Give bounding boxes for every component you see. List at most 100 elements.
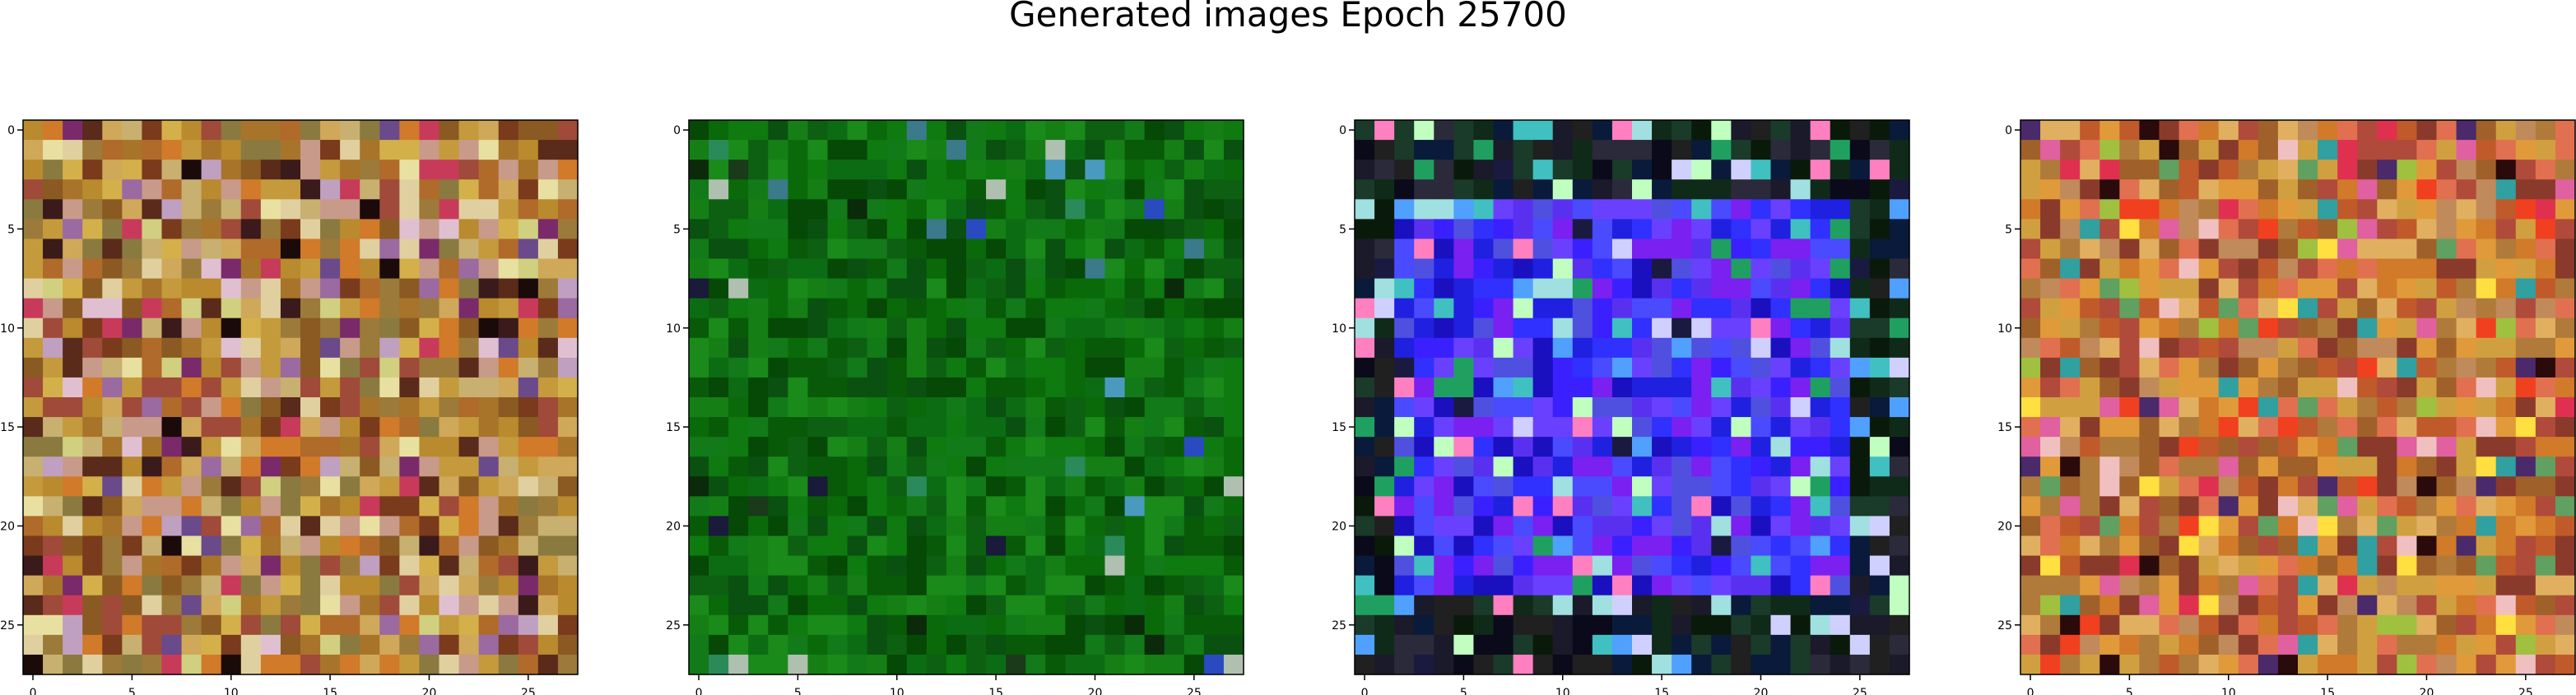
pixel-cell (1203, 199, 1225, 220)
pixel-cell (1203, 595, 1225, 616)
pixel-cell (2555, 377, 2576, 398)
pixel-cell (1849, 654, 1871, 675)
pixel-cell (2218, 317, 2239, 339)
pixel-cell (2337, 634, 2358, 656)
pixel-cell (2277, 496, 2299, 517)
pixel-cell (1532, 555, 1554, 577)
pixel-cell (2277, 535, 2299, 557)
pixel-cell (537, 476, 559, 497)
pixel-cell (1790, 258, 1811, 280)
pixel-cell (181, 179, 202, 200)
pixel-cell (399, 337, 421, 359)
pixel-cell (2277, 575, 2299, 596)
pixel-cell (1473, 219, 1495, 240)
pixel-cell (2099, 634, 2120, 656)
pixel-cell (2119, 337, 2141, 359)
pixel-cell (2495, 555, 2517, 577)
image-pixels (2020, 120, 2576, 675)
pixel-cell (1414, 575, 1434, 596)
pixel-cell (1374, 199, 1395, 220)
pixel-cell (2298, 476, 2318, 497)
pixel-cell (260, 219, 281, 240)
pixel-cell (63, 535, 83, 557)
pixel-cell (966, 417, 987, 438)
pixel-cell (926, 476, 947, 497)
pixel-cell (709, 140, 729, 160)
pixel-cell (260, 278, 281, 299)
pixel-cell (2397, 634, 2418, 656)
pixel-cell (1434, 456, 1454, 477)
pixel-cell (2060, 298, 2081, 319)
pixel-cell (946, 357, 967, 378)
pixel-cell (2040, 357, 2061, 378)
pixel-cell (2318, 397, 2338, 418)
pixel-cell (986, 555, 1007, 577)
pixel-cell (748, 575, 769, 596)
pixel-cell (557, 199, 579, 220)
pixel-cell (2020, 160, 2041, 180)
pixel-cell (379, 496, 400, 517)
pixel-cell (1711, 417, 1732, 438)
pixel-cell (1711, 437, 1732, 457)
pixel-cell (23, 317, 44, 339)
pixel-cell (1025, 120, 1046, 141)
pixel-cell (1672, 456, 1692, 477)
pixel-cell (728, 298, 749, 319)
pixel-cell (458, 417, 480, 438)
pixel-cell (458, 377, 480, 398)
pixel-cell (1532, 595, 1554, 616)
pixel-cell (142, 456, 163, 477)
pixel-cell (748, 298, 769, 319)
pixel-cell (867, 654, 888, 675)
pixel-cell (240, 140, 262, 160)
pixel-cell (1203, 535, 1225, 557)
pixel-cell (2099, 496, 2120, 517)
pixel-cell (280, 298, 301, 319)
pixel-cell (2416, 337, 2438, 359)
pixel-cell (1085, 199, 1106, 220)
pixel-cell (1394, 555, 1415, 577)
pixel-cell (1006, 337, 1026, 359)
pixel-cell (2495, 595, 2517, 616)
pixel-cell (2436, 476, 2457, 497)
pixel-cell (2198, 278, 2220, 299)
pixel-cell (2139, 614, 2160, 636)
pixel-cell (1592, 317, 1613, 339)
pixel-cell (1355, 317, 1375, 339)
pixel-cell (1849, 595, 1871, 616)
pixel-cell (2277, 456, 2299, 477)
pixel-cell (1770, 120, 1792, 141)
pixel-cell (2198, 535, 2220, 557)
pixel-cell (886, 337, 908, 359)
pixel-cell (458, 437, 480, 457)
pixel-cell (1164, 654, 1185, 675)
pixel-cell (1532, 496, 1554, 517)
pixel-cell (867, 337, 888, 359)
pixel-cell (1731, 140, 1752, 160)
pixel-cell (1104, 298, 1126, 319)
pixel-cell (1672, 595, 1692, 616)
pixel-cell (1770, 258, 1792, 280)
pixel-cell (379, 377, 400, 398)
pixel-cell (260, 160, 281, 180)
pixel-cell (1144, 239, 1165, 260)
pixel-cell (1869, 317, 1890, 339)
pixel-cell (2436, 357, 2457, 378)
pixel-cell (2040, 377, 2061, 398)
pixel-cell (2218, 654, 2239, 675)
pixel-cell (966, 258, 987, 280)
pixel-cell (2060, 278, 2081, 299)
pixel-cell (1453, 199, 1475, 220)
pixel-cell (142, 278, 163, 299)
pixel-cell (82, 377, 103, 398)
pixel-cell (458, 120, 480, 141)
pixel-cell (2416, 317, 2438, 339)
pixel-cell (379, 258, 400, 280)
pixel-cell (2020, 634, 2041, 656)
pixel-cell (2337, 179, 2358, 200)
pixel-cell (1434, 199, 1454, 220)
pixel-cell (1611, 555, 1633, 577)
pixel-cell (340, 456, 360, 477)
pixel-cell (320, 317, 341, 339)
pixel-cell (867, 437, 888, 457)
